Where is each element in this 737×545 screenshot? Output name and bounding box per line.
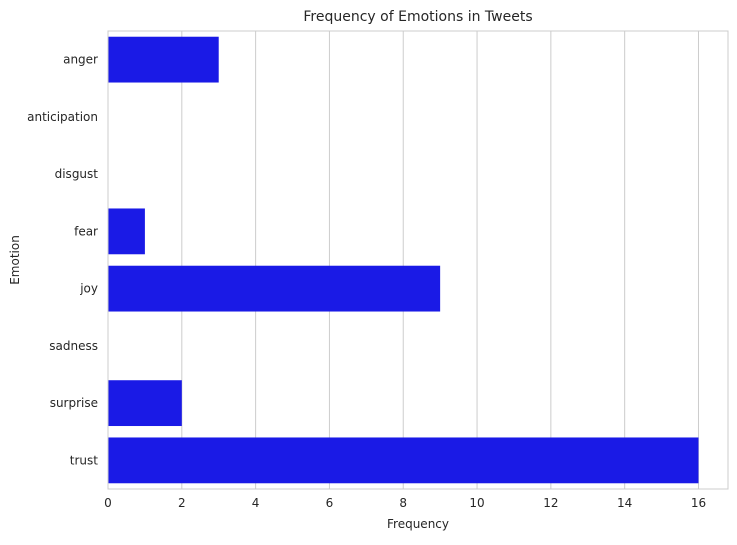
bar-fear xyxy=(108,208,145,255)
bars-layer xyxy=(108,36,699,484)
y-tick-label-joy: joy xyxy=(79,282,98,296)
x-tick-label-10: 10 xyxy=(469,496,484,510)
axes-frame xyxy=(107,30,729,490)
x-tick-label-8: 8 xyxy=(399,496,407,510)
x-tick-label-4: 4 xyxy=(252,496,260,510)
x-axis-label: Frequency xyxy=(387,517,449,531)
x-tick-label-16: 16 xyxy=(691,496,706,510)
y-tick-label-anticipation: anticipation xyxy=(27,110,98,124)
y-tick-label-fear: fear xyxy=(74,224,98,238)
grid-layer xyxy=(181,31,699,489)
bar-joy xyxy=(108,265,441,312)
bar-trust xyxy=(108,437,699,484)
y-axis-label: Emotion xyxy=(8,235,22,285)
x-tick-label-2: 2 xyxy=(178,496,186,510)
y-tick-label-sadness: sadness xyxy=(49,339,98,353)
y-tick-label-anger: anger xyxy=(63,53,98,67)
chart-title: Frequency of Emotions in Tweets xyxy=(303,9,532,25)
bar-anger xyxy=(108,36,219,83)
x-tick-label-0: 0 xyxy=(104,496,112,510)
bar-surprise xyxy=(108,380,182,427)
x-tick-label-12: 12 xyxy=(543,496,558,510)
y-tick-label-trust: trust xyxy=(70,453,98,467)
x-tick-label-6: 6 xyxy=(326,496,334,510)
y-tick-label-surprise: surprise xyxy=(50,396,98,410)
y-tick-label-disgust: disgust xyxy=(55,167,99,181)
plot-frame xyxy=(107,30,729,490)
y-tick-labels: anger anticipation disgust fear joy sadness su… xyxy=(27,53,98,468)
x-tick-label-14: 14 xyxy=(617,496,632,510)
x-tick-labels: 0 2 4 6 8 10 12 14 16 xyxy=(104,496,706,510)
